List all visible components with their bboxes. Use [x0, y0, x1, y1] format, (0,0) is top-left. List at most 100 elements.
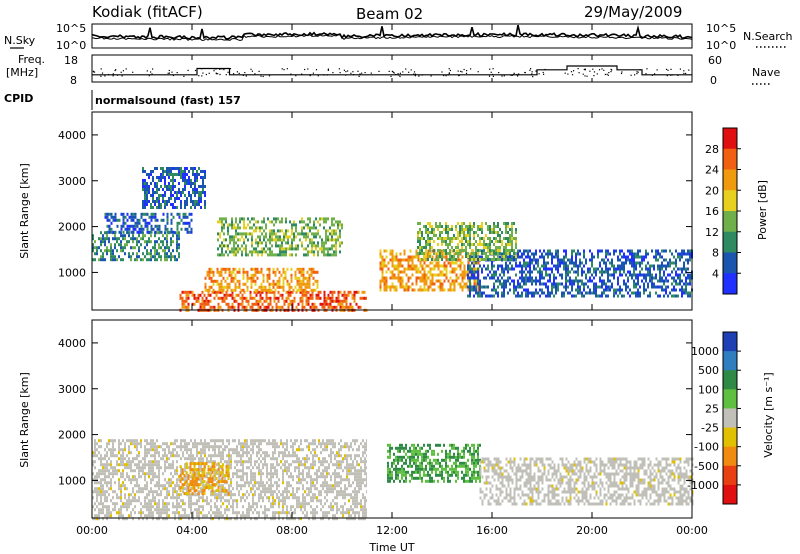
heatmap-cell	[489, 243, 491, 246]
nave-tick-bottom: 0	[710, 74, 717, 87]
heatmap-cell	[150, 499, 152, 503]
heatmap-cell	[166, 243, 168, 247]
heatmap-cell	[186, 475, 188, 479]
heatmap-cell	[240, 460, 242, 464]
heatmap-cell	[461, 255, 464, 259]
heatmap-cell	[96, 478, 98, 482]
heatmap-cell	[184, 445, 186, 449]
heatmap-cell	[257, 290, 260, 294]
heatmap-cell	[110, 212, 113, 216]
nave-dot	[516, 73, 518, 76]
heatmap-cell	[665, 285, 667, 289]
heatmap-cell	[262, 487, 264, 491]
heatmap-cell	[260, 472, 262, 476]
heatmap-cell	[245, 305, 248, 309]
heatmap-cell	[200, 460, 202, 464]
heatmap-cell	[649, 270, 651, 274]
heatmap-cell	[637, 276, 639, 280]
heatmap-cell	[451, 249, 454, 253]
heatmap-cell	[449, 258, 451, 261]
heatmap-cell	[551, 291, 553, 295]
heatmap-cell	[269, 241, 271, 245]
heatmap-cell	[519, 249, 521, 253]
heatmap-cell	[421, 252, 423, 255]
heatmap-cell	[142, 188, 144, 191]
heatmap-cell	[276, 285, 279, 289]
heatmap-cell	[168, 188, 170, 191]
heatmap-cell	[495, 270, 497, 274]
heatmap-cell	[423, 285, 426, 289]
heatmap-cell	[124, 496, 126, 500]
heatmap-cell	[401, 264, 404, 268]
heatmap-cell	[108, 487, 110, 491]
heatmap-cell	[389, 249, 392, 253]
nave-dot	[489, 68, 491, 70]
heatmap-cell	[168, 502, 170, 506]
nave-dot	[323, 74, 325, 76]
heatmap-cell	[102, 508, 104, 512]
heatmap-cell	[463, 273, 466, 277]
heatmap-cell	[190, 179, 192, 182]
heatmap-cell	[321, 247, 323, 251]
heatmap-cell	[288, 288, 291, 292]
heatmap-cell	[249, 226, 251, 230]
heatmap-cell	[507, 270, 509, 274]
heatmap-cell	[453, 279, 456, 283]
heatmap-cell	[258, 487, 260, 491]
heatmap-cell	[152, 463, 154, 467]
heatmap-cell	[241, 305, 244, 309]
heatmap-cell	[661, 285, 663, 289]
heatmap-cell	[158, 451, 160, 455]
nave-dot	[584, 75, 586, 77]
heatmap-cell	[459, 261, 462, 265]
heatmap-cell	[437, 285, 440, 289]
heatmap-cell	[255, 229, 257, 233]
heatmap-cell	[180, 170, 182, 173]
heatmap-cell	[543, 258, 545, 262]
heatmap-cell	[210, 514, 212, 518]
heatmap-cell	[156, 240, 158, 244]
heatmap-cell	[160, 490, 162, 494]
heatmap-cell	[206, 442, 208, 446]
heatmap-cell	[351, 296, 354, 300]
heatmap-cell	[166, 227, 169, 231]
heatmap-cell	[230, 288, 233, 292]
nave-label: Nave	[752, 66, 780, 79]
heatmap-cell	[401, 282, 404, 286]
heatmap-cell	[154, 203, 156, 206]
heatmap-cell	[539, 249, 541, 253]
heatmap-cell	[310, 288, 313, 292]
heatmap-cell	[503, 246, 505, 249]
heatmap-cell	[481, 291, 483, 295]
heatmap-cell	[383, 279, 386, 283]
heatmap-cell	[184, 469, 186, 473]
heatmap-cell	[545, 270, 547, 274]
heatmap-cell	[245, 253, 247, 257]
heatmap-cell	[539, 276, 541, 280]
heatmap-cell	[573, 282, 575, 286]
heatmap-cell	[140, 502, 142, 506]
heatmap-cell	[609, 285, 611, 289]
heatmap-cell	[262, 276, 265, 280]
heatmap-cell	[493, 243, 495, 246]
heatmap-cell	[122, 224, 125, 228]
heatmap-cell	[577, 267, 579, 271]
heatmap-cell	[593, 285, 595, 289]
heatmap-cell	[521, 276, 523, 280]
heatmap-cell	[124, 252, 126, 256]
nave-dot	[535, 70, 537, 72]
heatmap-cell	[164, 200, 166, 203]
heatmap-cell	[106, 442, 108, 446]
heatmap-cell	[230, 496, 232, 500]
heatmap-cell	[106, 475, 108, 479]
heatmap-cell	[214, 454, 216, 458]
heatmap-cell	[260, 469, 262, 473]
heatmap-cell	[567, 273, 569, 277]
heatmap-cell	[285, 253, 287, 257]
heatmap-cell	[208, 276, 211, 280]
heatmap-cell	[479, 288, 481, 292]
heatmap-cell	[152, 170, 154, 173]
heatmap-cell	[455, 237, 457, 240]
heatmap-cell	[429, 240, 431, 243]
heatmap-cell	[435, 234, 437, 237]
